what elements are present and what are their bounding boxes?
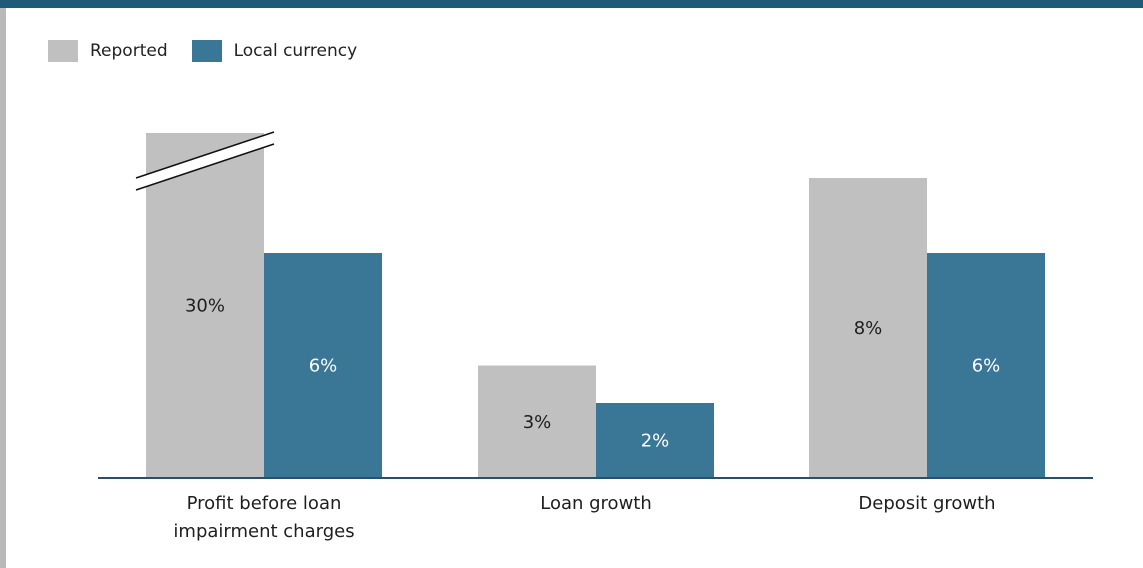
data-label-reported-2: 8% — [854, 318, 883, 339]
legend-swatch-reported — [48, 40, 78, 62]
legend-label-reported: Reported — [90, 41, 168, 61]
left-border — [0, 8, 6, 568]
data-label-local-currency-2: 6% — [972, 356, 1001, 377]
legend-item-local-currency: Local currency — [191, 40, 358, 62]
bar-reported-2 — [809, 178, 927, 478]
data-label-reported-0: 30% — [185, 296, 225, 317]
axis-break-band — [136, 132, 274, 190]
bar-reported-1 — [478, 365, 596, 478]
category-label-0-line-1: impairment charges — [173, 521, 354, 542]
bar-reported-0 — [146, 133, 264, 478]
data-label-reported-1: 3% — [523, 412, 552, 433]
data-label-local-currency-1: 2% — [641, 431, 670, 452]
legend-swatch-local-currency — [191, 40, 222, 62]
legend-item-reported: Reported — [48, 40, 168, 62]
bar-local-currency-2 — [927, 253, 1045, 478]
category-label-0-line-0: Profit before loan — [187, 493, 342, 514]
axis-break-line-upper — [135, 131, 275, 179]
legend: Reported Local currency — [48, 40, 381, 62]
bar-local-currency-1 — [596, 403, 714, 478]
category-label-2-line-0: Deposit growth — [858, 493, 995, 514]
axis-break-line-lower — [135, 143, 275, 191]
category-label-1-line-0: Loan growth — [540, 493, 652, 514]
bar-local-currency-0 — [264, 253, 382, 478]
header-bar — [0, 0, 1143, 8]
data-label-local-currency-0: 6% — [309, 356, 338, 377]
legend-label-local-currency: Local currency — [233, 41, 358, 61]
